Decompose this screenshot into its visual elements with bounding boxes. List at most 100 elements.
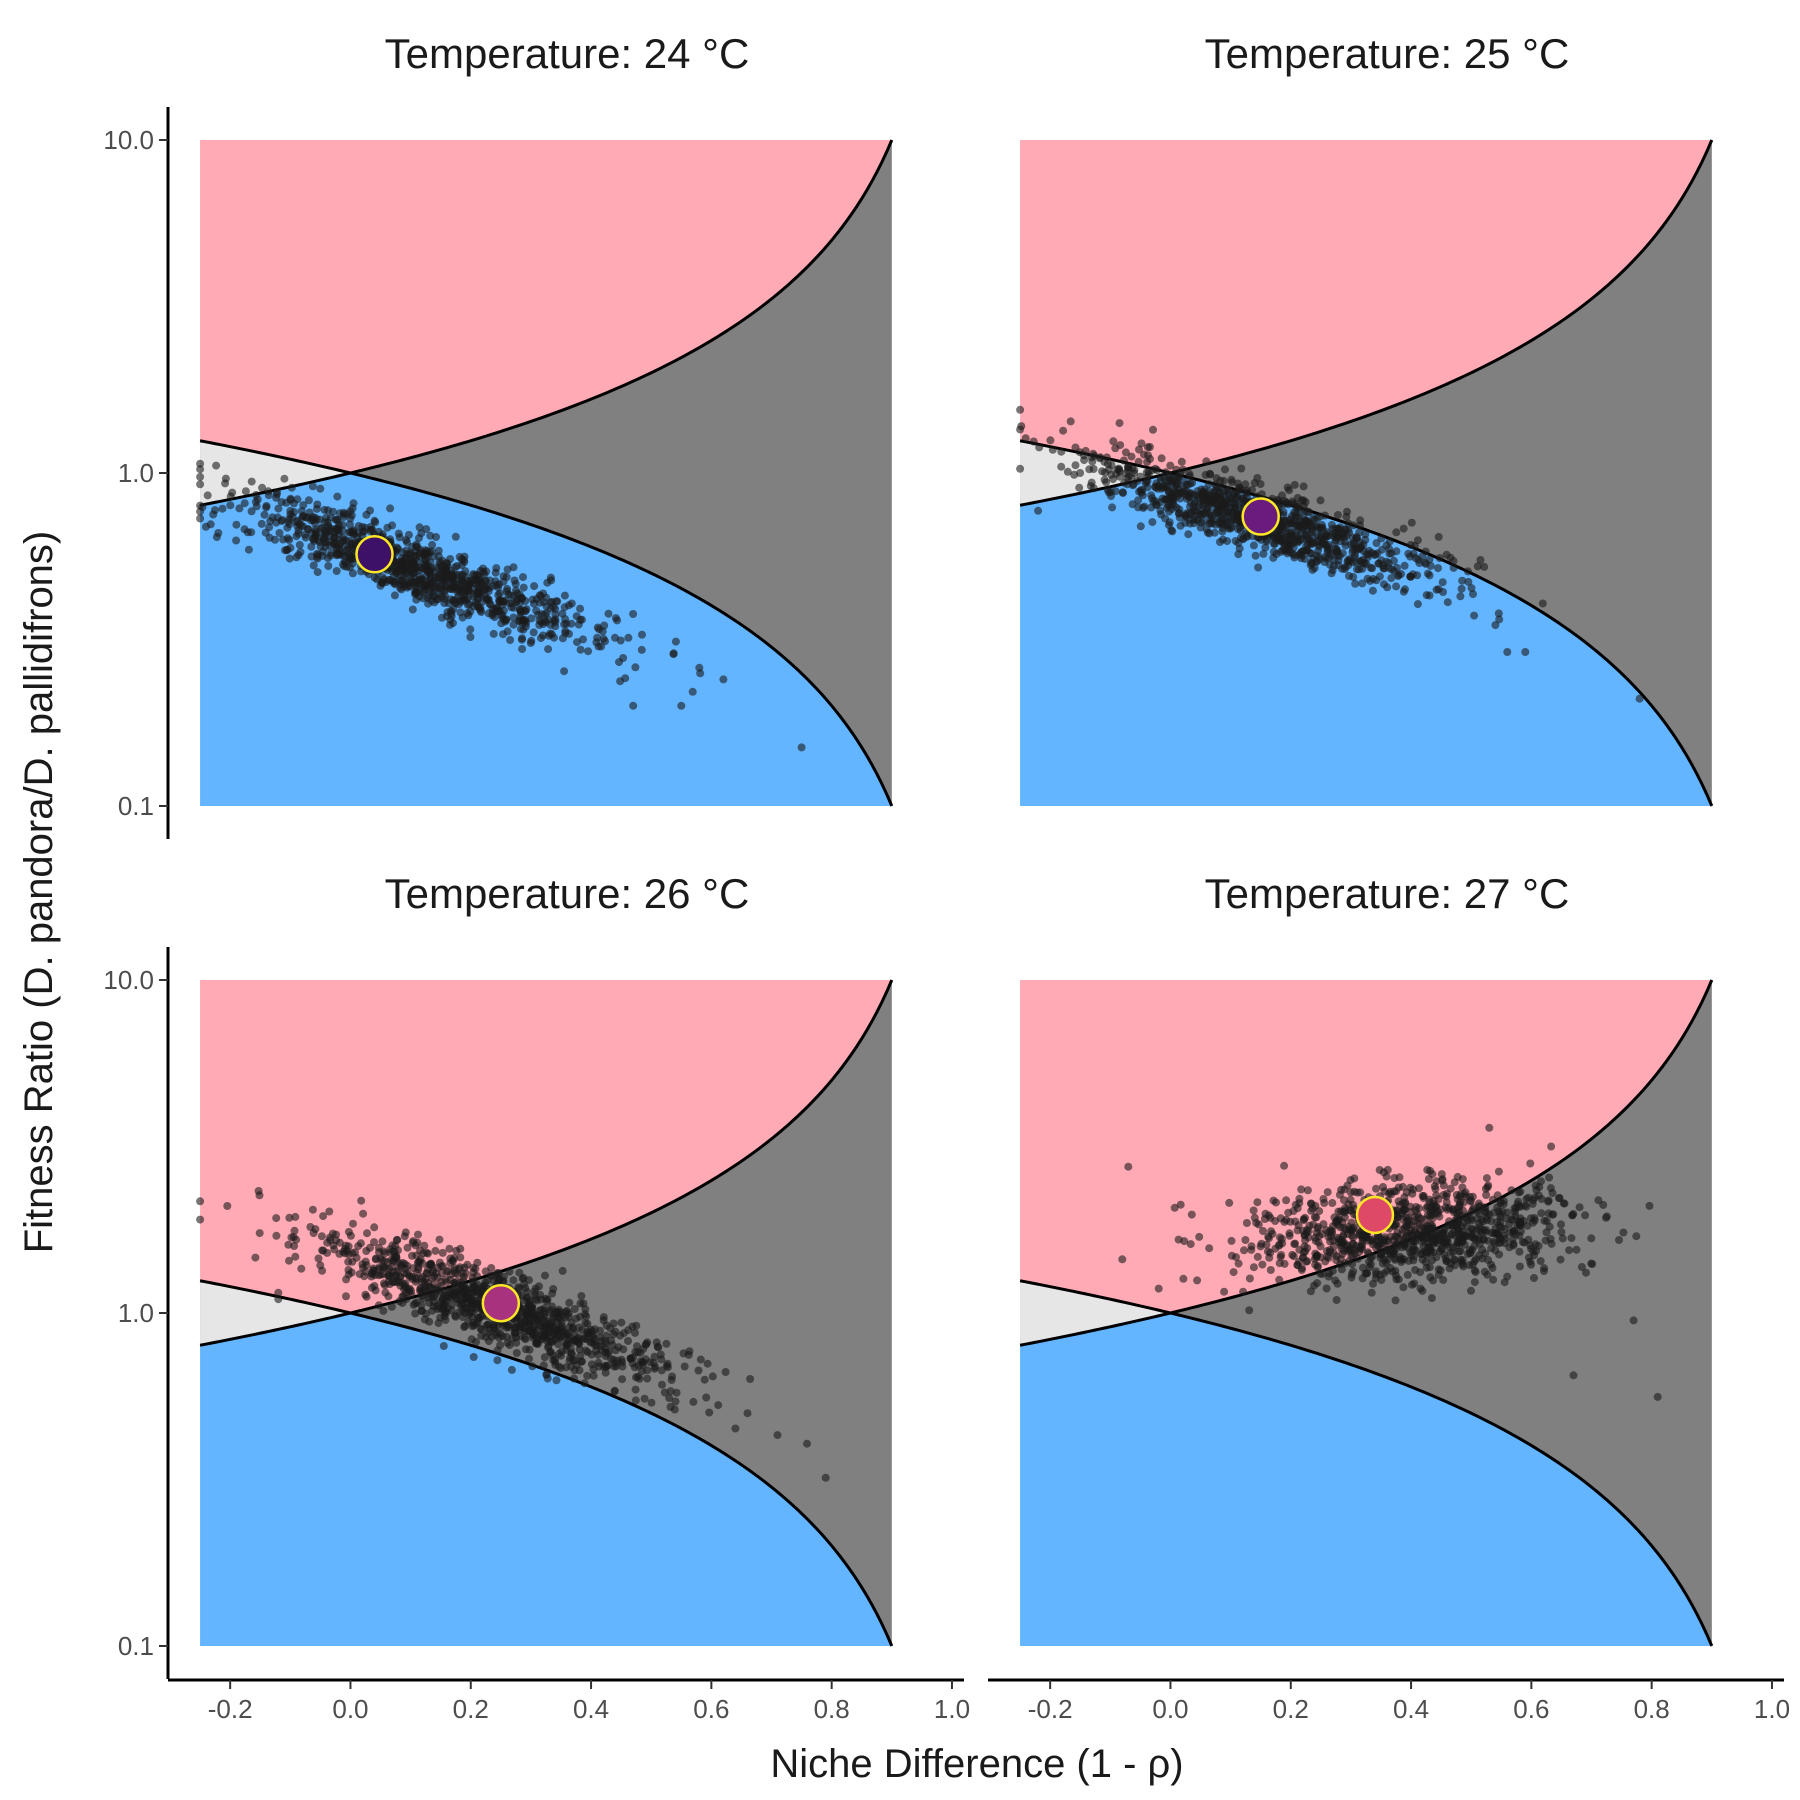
bootstrap-point	[1185, 515, 1194, 524]
bootstrap-point	[498, 600, 507, 609]
bootstrap-point	[343, 509, 352, 518]
bootstrap-point	[1311, 1249, 1320, 1258]
bootstrap-point	[444, 1266, 453, 1275]
bootstrap-point	[1526, 1159, 1535, 1168]
bootstrap-point	[1442, 1256, 1451, 1265]
bootstrap-point	[620, 1329, 628, 1338]
bootstrap-point	[1528, 1199, 1537, 1208]
bootstrap-point	[1455, 1233, 1464, 1242]
bootstrap-point	[252, 491, 260, 499]
x-tick-label: 0.6	[1513, 1694, 1549, 1724]
bootstrap-point	[1161, 495, 1170, 504]
bootstrap-point	[291, 1212, 300, 1221]
bootstrap-point	[1544, 1197, 1553, 1206]
bootstrap-point	[680, 1362, 689, 1371]
bootstrap-point	[1351, 579, 1360, 588]
bootstrap-point	[335, 1238, 344, 1247]
bootstrap-point	[1243, 488, 1252, 497]
y-tick-label: 10.0	[103, 125, 154, 155]
bootstrap-point	[274, 1288, 283, 1297]
bootstrap-point	[1514, 1188, 1523, 1197]
bootstrap-point	[629, 610, 638, 618]
bootstrap-point	[1406, 540, 1415, 549]
bootstrap-point	[1278, 491, 1286, 500]
bootstrap-point	[507, 1365, 516, 1374]
bootstrap-point	[1439, 1276, 1448, 1284]
bootstrap-point	[1105, 465, 1113, 474]
bootstrap-point	[1361, 530, 1370, 539]
bootstrap-point	[1286, 531, 1295, 540]
bootstrap-point	[426, 531, 435, 540]
bootstrap-point	[348, 1257, 357, 1266]
bootstrap-point	[361, 1257, 370, 1266]
panel-3: Temperature: 26 °C	[196, 870, 894, 1647]
bootstrap-point	[1372, 1184, 1380, 1193]
bootstrap-point	[1377, 1250, 1386, 1258]
bootstrap-point	[458, 578, 467, 587]
bootstrap-point	[1265, 1253, 1274, 1262]
bootstrap-point	[1545, 1222, 1554, 1231]
bootstrap-point	[1558, 1234, 1567, 1243]
bootstrap-point	[1157, 454, 1166, 463]
bootstrap-point	[1057, 462, 1066, 471]
bootstrap-point	[527, 614, 536, 623]
bootstrap-point	[1340, 533, 1348, 542]
bootstrap-point	[1347, 1218, 1356, 1227]
bootstrap-point	[1439, 1237, 1448, 1246]
bootstrap-point	[1104, 488, 1113, 497]
bootstrap-point	[490, 1324, 499, 1333]
bootstrap-point	[1293, 1260, 1302, 1269]
bootstrap-point	[461, 1309, 470, 1317]
bootstrap-point	[1419, 1194, 1428, 1202]
bootstrap-point	[304, 525, 313, 534]
bootstrap-point	[1565, 1246, 1574, 1255]
bootstrap-point	[493, 1356, 502, 1365]
bootstrap-point	[284, 1240, 293, 1249]
bootstrap-point	[1087, 478, 1096, 487]
bootstrap-point	[549, 1321, 558, 1330]
region-grey	[350, 980, 892, 1646]
bootstrap-point	[1410, 1213, 1419, 1222]
bootstrap-point	[566, 1353, 575, 1362]
bootstrap-point	[1245, 1306, 1254, 1315]
bootstrap-point	[1228, 478, 1236, 487]
bootstrap-point	[1435, 554, 1444, 563]
bootstrap-point	[375, 1263, 384, 1272]
bootstrap-point	[272, 1231, 281, 1240]
bootstrap-point	[247, 507, 256, 516]
bootstrap-point	[1256, 480, 1265, 489]
bootstrap-point	[1449, 1255, 1458, 1264]
bootstrap-point	[1174, 1235, 1183, 1244]
bootstrap-point	[1529, 1218, 1537, 1227]
bootstrap-point	[1401, 1199, 1410, 1208]
bootstrap-point	[1328, 566, 1337, 575]
bootstrap-point	[467, 1335, 476, 1344]
bootstrap-point	[389, 1247, 398, 1256]
bootstrap-point	[1144, 451, 1152, 460]
bootstrap-point	[1313, 1263, 1322, 1272]
bootstrap-point	[1259, 549, 1268, 558]
bootstrap-point	[609, 1330, 618, 1339]
bootstrap-point	[1582, 1268, 1590, 1277]
bootstrap-point	[375, 1248, 383, 1257]
bootstrap-point	[1111, 487, 1120, 496]
bootstrap-point	[203, 491, 212, 500]
bootstrap-point	[1241, 480, 1250, 489]
bootstrap-point	[297, 1264, 306, 1273]
bootstrap-point	[434, 546, 443, 555]
bootstrap-point	[1428, 1224, 1437, 1233]
bootstrap-point	[1242, 1219, 1251, 1227]
bootstrap-point	[392, 563, 401, 572]
bootstrap-point	[1653, 1392, 1662, 1401]
bootstrap-point	[1534, 1241, 1543, 1250]
bootstrap-point	[1489, 1275, 1498, 1284]
bootstrap-point	[1393, 1213, 1402, 1222]
bootstrap-point	[593, 623, 602, 632]
bootstrap-point	[257, 519, 266, 528]
bootstrap-point	[1179, 1274, 1188, 1283]
bootstrap-point	[1127, 452, 1136, 461]
bootstrap-point	[529, 1316, 538, 1324]
bootstrap-point	[1316, 1242, 1325, 1251]
bootstrap-point	[460, 1263, 469, 1272]
mean-point	[355, 535, 394, 574]
